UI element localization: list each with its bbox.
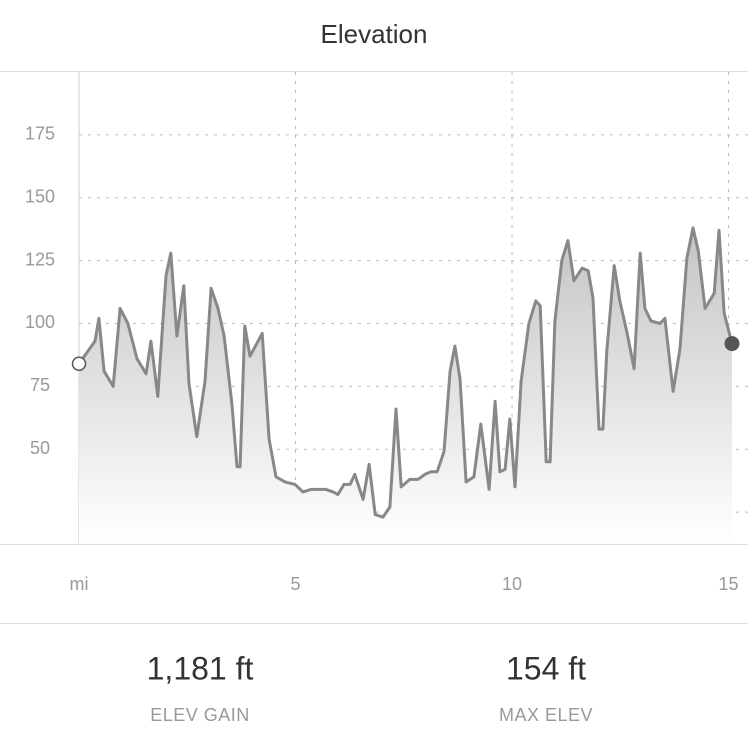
y-tick-label: 150 (25, 186, 55, 206)
area-fill (79, 227, 732, 544)
x-tick-label: 10 (502, 574, 522, 594)
stat-value: 1,181 ft (147, 650, 254, 686)
y-tick-label: 100 (25, 312, 55, 332)
y-tick-label: 175 (25, 124, 55, 144)
x-tick-label: mi (70, 574, 89, 594)
start-marker (71, 356, 87, 371)
stat-value: 154 ft (506, 650, 586, 686)
x-tick-label: 5 (290, 574, 300, 594)
plot: 50 75 100 125 150 175 mi 5 10 15 (25, 72, 748, 594)
end-marker (724, 336, 740, 352)
chart-title: Elevation (321, 19, 428, 49)
stat-label: ELEV GAIN (150, 705, 250, 725)
x-tick-label: 15 (718, 574, 738, 594)
stat-label: MAX ELEV (499, 705, 593, 725)
y-tick-label: 125 (25, 249, 55, 269)
y-tick-label: 75 (30, 375, 50, 395)
y-tick-label: 50 (30, 438, 50, 458)
elevation-line (77, 226, 734, 519)
